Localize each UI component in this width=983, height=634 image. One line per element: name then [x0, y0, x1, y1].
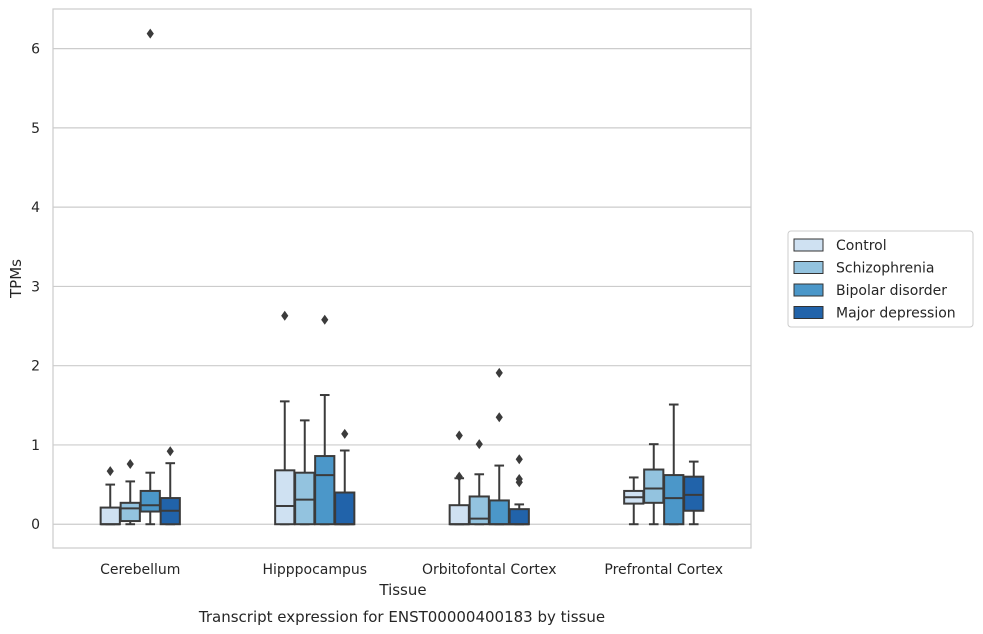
y-tick-label: 2 — [31, 359, 40, 375]
legend: Control Schizophrenia Bipolar disorder Majo… — [787, 230, 974, 328]
legend-swatch — [793, 238, 824, 252]
x-tick-label: Cerebellum — [100, 562, 180, 578]
box — [314, 314, 336, 526]
box-body — [683, 475, 705, 512]
outlier-point — [281, 310, 289, 321]
outlier-point — [475, 439, 483, 450]
outlier-point — [166, 446, 174, 457]
legend-item: Bipolar disorder — [793, 283, 947, 299]
y-tick-label: 0 — [31, 517, 40, 533]
outlier-point — [515, 454, 523, 465]
legend-swatch — [793, 306, 824, 319]
box — [683, 460, 705, 526]
x-tick-label: Prefrontal Cortex — [604, 562, 723, 578]
x-tick-label: Hipppocampus — [262, 562, 367, 578]
box-body — [119, 501, 141, 523]
box-body — [99, 506, 121, 526]
box — [99, 466, 121, 526]
box-body — [643, 468, 665, 504]
plot-frame — [52, 8, 752, 549]
box-body — [274, 469, 296, 526]
outlier-point — [455, 471, 463, 482]
box-body — [448, 504, 470, 526]
legend-swatch — [793, 261, 824, 274]
chart-caption: Transcript expression for ENST0000040018… — [198, 608, 605, 626]
legend-label: Major depression — [836, 306, 956, 322]
y-tick-label: 1 — [31, 438, 40, 454]
outlier-point — [126, 458, 134, 469]
legend-label: Schizophrenia — [836, 261, 934, 277]
box-body — [508, 508, 530, 526]
legend-item: Schizophrenia — [793, 261, 934, 277]
box — [623, 476, 645, 526]
y-tick-label: 3 — [31, 279, 40, 295]
outlier-point — [455, 430, 463, 441]
legend-label: Bipolar disorder — [836, 283, 947, 299]
legend-frame — [787, 230, 974, 328]
box — [159, 446, 181, 526]
box-body — [294, 471, 316, 526]
outlier-point — [146, 28, 154, 39]
x-axis-label: Tissue — [378, 581, 426, 599]
box-body — [139, 489, 161, 513]
grid-lines — [53, 48, 751, 525]
box — [643, 443, 665, 526]
box-body — [468, 495, 490, 526]
box — [334, 428, 356, 526]
series-bipolar-disorder — [139, 28, 685, 526]
outlier-point — [106, 466, 114, 477]
box-series — [99, 28, 705, 526]
series-schizophrenia — [119, 419, 665, 526]
box-body — [663, 474, 685, 526]
box — [468, 439, 490, 526]
box — [274, 310, 296, 526]
outlier-point — [515, 474, 523, 485]
legend-item: Control — [793, 238, 887, 254]
x-tick-label: Orbitofontal Cortex — [422, 562, 557, 578]
box — [488, 367, 510, 526]
box-body — [488, 499, 510, 526]
box — [294, 419, 316, 526]
y-tick-label: 5 — [31, 121, 40, 137]
legend-item: Major depression — [793, 306, 956, 322]
y-axis-label: TPMs — [7, 259, 25, 299]
y-tick-label: 6 — [31, 42, 40, 58]
series-major-depression — [159, 428, 705, 526]
outlier-point — [495, 412, 503, 423]
box — [119, 458, 141, 526]
legend-label: Control — [836, 238, 887, 254]
x-axis-ticks: Cerebellum Hipppocampus Orbitofontal Corte… — [100, 562, 723, 578]
series-control — [99, 310, 645, 526]
outlier-point — [341, 428, 349, 439]
outlier-point — [495, 367, 503, 378]
y-tick-label: 4 — [31, 200, 40, 216]
box — [508, 454, 530, 526]
box — [139, 28, 161, 526]
y-axis-ticks: 0 1 2 3 4 5 6 — [31, 42, 40, 534]
legend-swatch — [793, 283, 824, 297]
box-body — [334, 491, 356, 526]
box — [663, 403, 685, 526]
outlier-point — [321, 314, 329, 325]
box-body — [314, 455, 336, 526]
